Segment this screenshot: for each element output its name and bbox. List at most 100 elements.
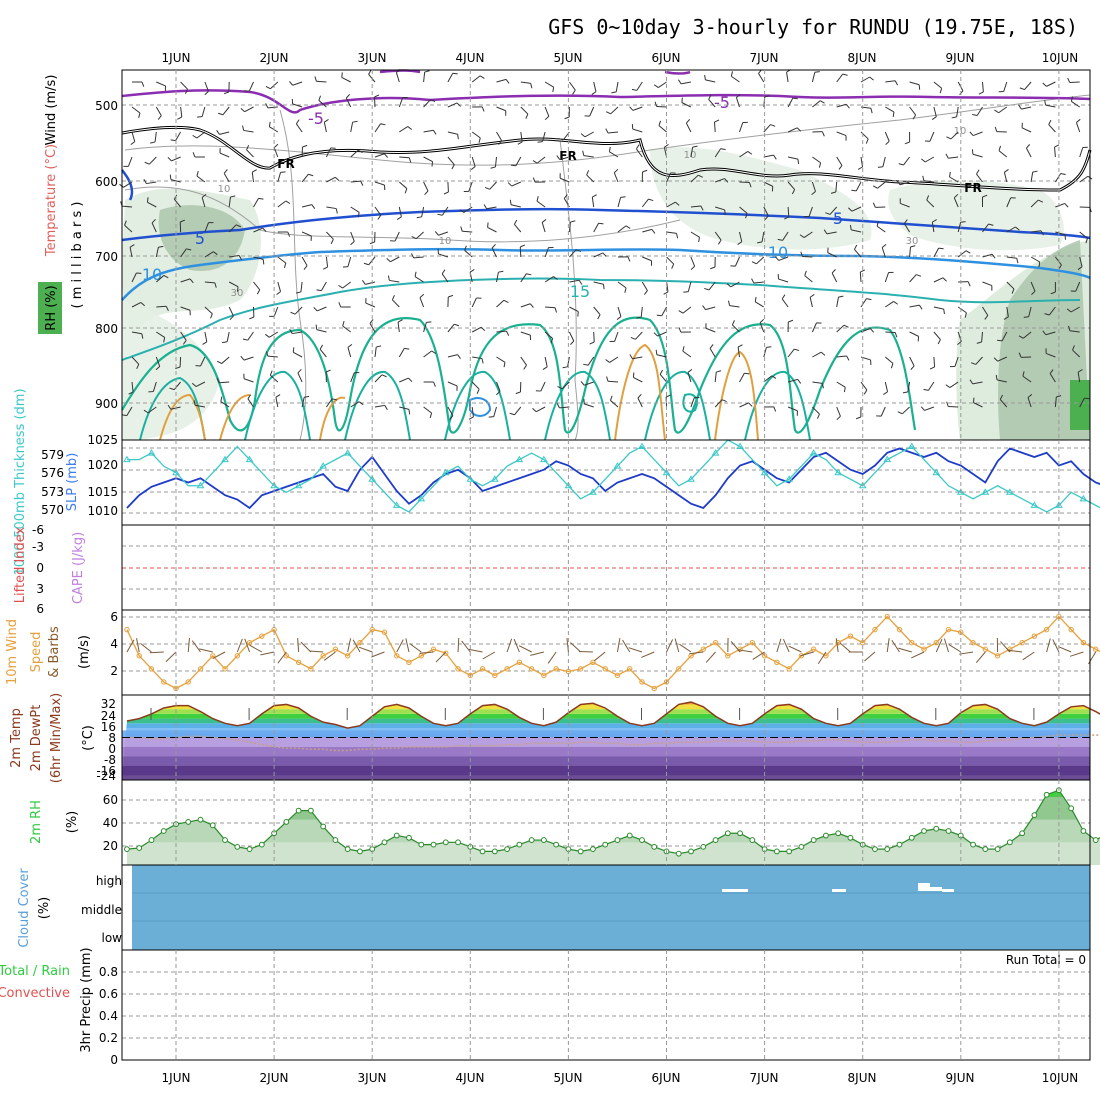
wind-barb [584, 403, 594, 408]
thickness-marker [466, 475, 475, 482]
wind-barb [909, 274, 917, 283]
wind-barb [1045, 331, 1056, 336]
wind-barb [350, 401, 360, 408]
wind-barb [391, 299, 400, 308]
wind-barb [981, 331, 983, 343]
wind-barb [219, 131, 230, 135]
wind-barb [398, 348, 405, 358]
wind-barb-flag [338, 284, 343, 289]
wind-barb [152, 381, 157, 392]
wind-barb [398, 206, 402, 217]
wind10-title-3: & Barbs [47, 626, 62, 678]
wind-barb [496, 356, 506, 363]
wind-barb [201, 197, 206, 208]
wind-barb [591, 197, 595, 208]
wind-barb [155, 356, 161, 367]
wind-barb [536, 406, 546, 413]
wind-speed-marker [602, 666, 608, 672]
wind-barb-flag [784, 216, 790, 220]
wind-barb-flag [720, 148, 726, 151]
wind-barb [1048, 124, 1056, 133]
thickness-line [126, 439, 1100, 513]
day-label-top: 8JUN [848, 51, 877, 65]
wind-barb [666, 256, 675, 265]
thickness-marker [858, 481, 867, 489]
wind-tick: 4 [110, 637, 118, 651]
wind-barb [350, 122, 354, 133]
rh2m-units: (%) [65, 811, 80, 834]
wind-barb [326, 206, 337, 210]
wind-barb-flag [1054, 144, 1060, 148]
rh-marker [295, 807, 302, 814]
wind-barb-flag [214, 282, 217, 288]
wind-barb-flag [949, 171, 951, 178]
wind-barb-flag [685, 119, 691, 124]
wind-barb [226, 331, 230, 342]
rh-marker [798, 843, 805, 850]
wind-barb [325, 256, 329, 267]
wind-barb [559, 177, 570, 183]
wind-barb [739, 122, 744, 133]
wind-speed-marker [725, 653, 731, 659]
wind-barb-flag [130, 141, 136, 146]
wind-barb [131, 106, 141, 114]
wind-barb-flag [912, 114, 917, 120]
wind-barb-flag [675, 201, 680, 206]
wind-barb-flag [872, 202, 876, 208]
wind-barb-flag [678, 310, 684, 314]
wind-barb [1055, 231, 1066, 236]
wind-barb-flag [605, 359, 610, 363]
wind-barb-10m [468, 648, 483, 653]
precip-tick: 0.6 [99, 987, 118, 1001]
wind-barb [148, 156, 157, 165]
wind-barb [884, 272, 890, 283]
wind-barb-flag [330, 238, 334, 244]
wind-barb [812, 100, 821, 108]
wind-barb-flag [759, 318, 765, 324]
wind-barb-flag [384, 153, 389, 158]
day-label-top: 1JUN [162, 51, 191, 65]
wind-barb-flag [804, 270, 807, 276]
wind-barb [441, 206, 449, 216]
wind-barb [374, 123, 382, 133]
wind-barb-flag [505, 79, 510, 84]
wind-barb [903, 156, 910, 166]
wind-barb [714, 372, 717, 383]
wind10-units: (m/s) [77, 635, 92, 669]
wind-barb [637, 397, 643, 408]
wind-barb-10m [419, 651, 434, 654]
wind-speed-marker [933, 639, 939, 646]
wind-barb-flag [1050, 291, 1056, 295]
wind-barb-flag [1077, 266, 1083, 270]
wind-barb [180, 331, 187, 341]
wind-barb-flag [469, 269, 475, 273]
wind-barb-flag [456, 102, 461, 107]
wind-speed-marker [234, 653, 241, 659]
wind-barb-flag [730, 71, 733, 77]
cloud-gap [832, 889, 846, 892]
wind-barb-10m [679, 643, 692, 653]
wind-barb-flag [969, 379, 974, 385]
wind-barb-flag [431, 161, 434, 167]
wind-speed-marker [896, 626, 903, 633]
wind-barb-flag [357, 149, 363, 154]
wind-barb [811, 72, 816, 83]
rh-marker [430, 841, 437, 848]
temp-contour-25 [139, 370, 811, 441]
wind-barb [586, 174, 595, 183]
wind-barb-flag [150, 141, 156, 144]
wind-barb-flag [659, 369, 664, 375]
temp-tick: 24 [101, 709, 116, 723]
wind-barb [836, 406, 841, 417]
cloud-cover-fill [132, 865, 1090, 950]
wind-barb-flag [167, 156, 172, 162]
wind-barb-flag [766, 346, 772, 348]
rh-marker [590, 846, 596, 853]
wind-barb [860, 156, 864, 167]
wind-barb [682, 306, 692, 314]
wind-barb-flag [362, 280, 366, 285]
wind-barb-flag [831, 269, 836, 274]
wind-barb [204, 251, 214, 258]
wind-barb-flag [303, 265, 308, 270]
temp-contour-30 [159, 343, 759, 441]
